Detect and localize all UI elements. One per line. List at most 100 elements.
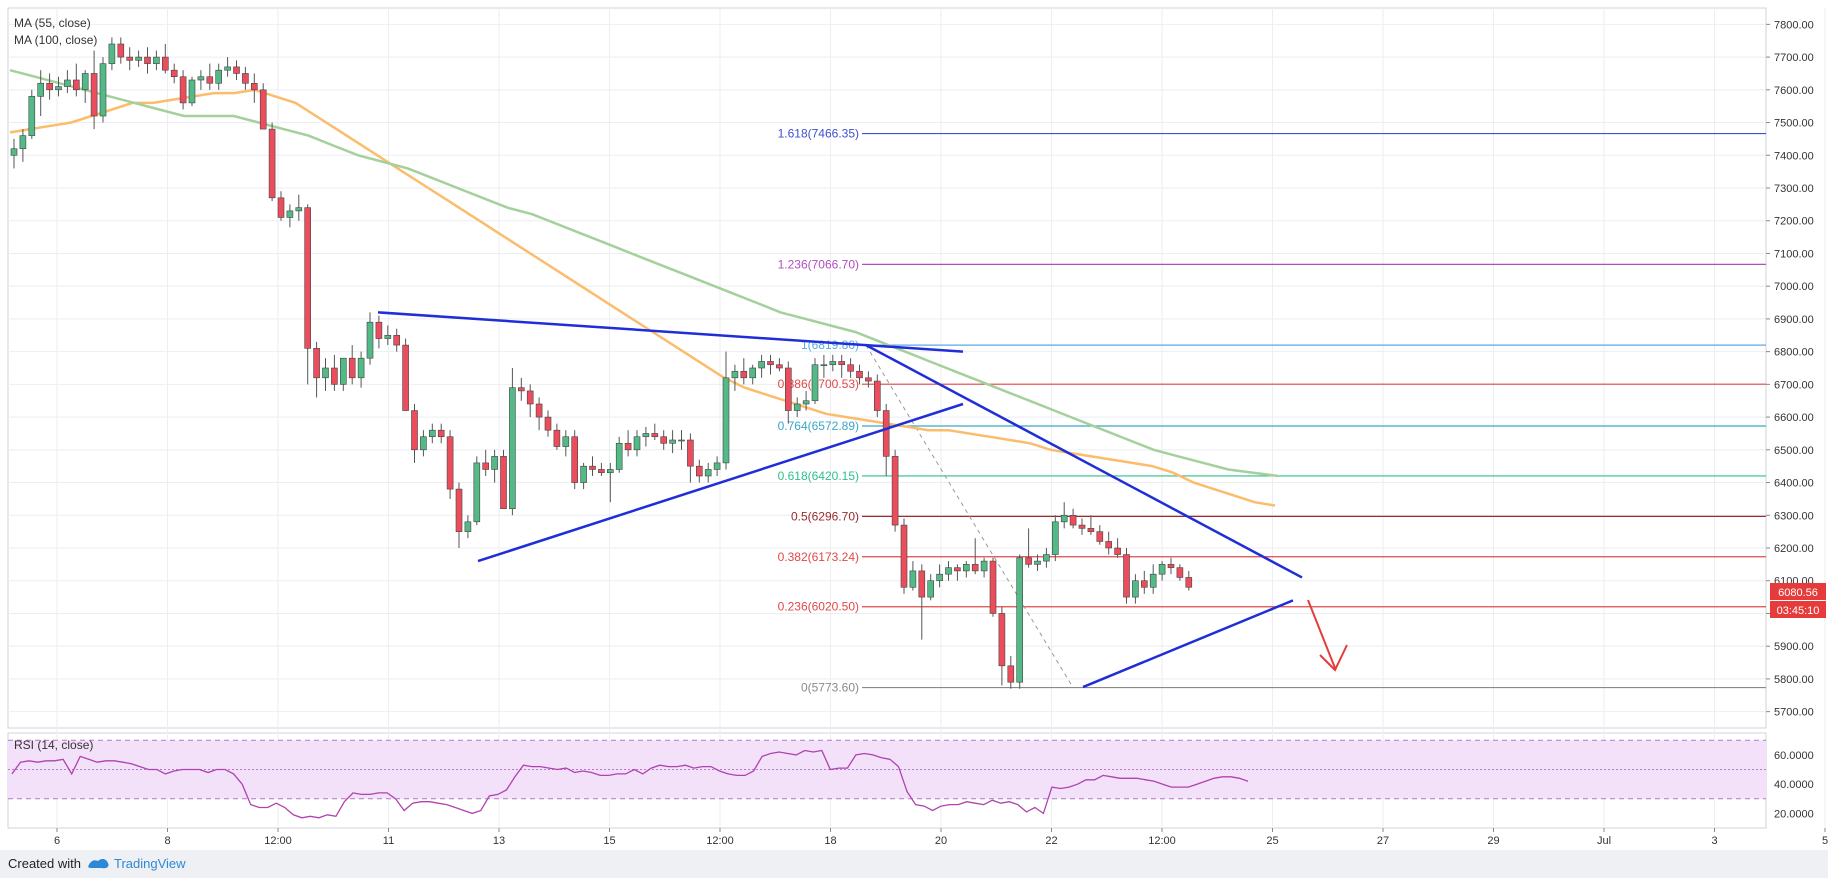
candle-body xyxy=(793,403,801,411)
time-tick-label: 22 xyxy=(1045,835,1057,847)
candle-body xyxy=(954,567,961,572)
candle-body xyxy=(553,429,561,447)
fib-level-label: 0.764(6572.89) xyxy=(778,419,859,433)
candle-body xyxy=(740,370,748,379)
candle-body xyxy=(1132,580,1139,598)
last-price-tag: 6080.56 03:45:10 xyxy=(1770,583,1826,618)
candle-body xyxy=(170,69,178,78)
candle-body xyxy=(304,207,312,349)
candle-body xyxy=(687,439,694,467)
candle-body xyxy=(313,348,320,379)
time-tick-label: 3 xyxy=(1711,835,1717,847)
candle-body xyxy=(882,410,890,457)
candle-body xyxy=(482,462,490,470)
candle-body xyxy=(206,76,214,84)
candle-body xyxy=(1052,521,1059,555)
candle-body xyxy=(1034,560,1041,565)
candle-body xyxy=(562,436,570,447)
candle-body xyxy=(473,462,481,523)
rsi-tick-label: 40.0000 xyxy=(1774,779,1814,791)
candle-body xyxy=(242,73,249,84)
candle-body xyxy=(1060,514,1068,523)
rsi-tick-label: 60.0000 xyxy=(1774,750,1814,762)
candlesticks xyxy=(10,37,1193,689)
candle-body xyxy=(767,361,774,366)
price-tick-label: 6200.00 xyxy=(1774,543,1814,555)
candle-body xyxy=(46,82,53,91)
time-tick-label: 25 xyxy=(1266,835,1278,847)
time-tick-label: 12:00 xyxy=(706,835,734,847)
candle-body xyxy=(704,469,712,477)
candle-body xyxy=(776,364,783,369)
rsi-band xyxy=(8,739,1766,800)
rsi-series-line xyxy=(11,749,1249,819)
price-chart[interactable]: 1.618(7466.35)1.236(7066.70)1(6819.80)0.… xyxy=(0,0,1828,850)
candle-body xyxy=(1025,557,1032,565)
candle-body xyxy=(108,43,116,64)
candle-body xyxy=(1087,528,1095,532)
candle-body xyxy=(393,334,401,346)
candle-body xyxy=(820,364,828,367)
candle-body xyxy=(678,439,685,442)
axes: 7800.00 7700.00 7600.00 7500.00 7400.00 7300.… xyxy=(54,19,1828,847)
time-tick-label: 15 xyxy=(603,835,615,847)
candle-body xyxy=(1105,541,1112,549)
fib-level-label: 1.236(7066.70) xyxy=(778,257,859,271)
candle-body xyxy=(526,390,534,405)
time-tick-label: 5 xyxy=(1822,835,1828,847)
candle-body xyxy=(411,410,418,451)
candle-body xyxy=(179,76,187,104)
candle-body xyxy=(660,436,668,444)
candle-body xyxy=(19,135,27,150)
price-tick-label: 6600.00 xyxy=(1774,412,1814,424)
fib-level-label: 0(5773.60) xyxy=(801,681,859,695)
candle-body xyxy=(749,367,757,379)
candle-body xyxy=(571,436,579,483)
candle-body xyxy=(847,364,854,372)
bearish-arrow-shaft xyxy=(1307,599,1336,669)
candle-body xyxy=(1185,577,1193,588)
candle-body xyxy=(544,416,552,431)
candle-body xyxy=(464,521,472,532)
grid xyxy=(7,7,1826,829)
price-tick-label: 7500.00 xyxy=(1774,118,1814,130)
candle-body xyxy=(455,488,463,532)
candle-body xyxy=(135,56,142,61)
fib-level-label: 0.618(6420.15) xyxy=(778,469,859,483)
price-tick-label: 6900.00 xyxy=(1774,314,1814,326)
candle-body xyxy=(731,370,739,379)
candle-body xyxy=(1123,554,1130,598)
price-tick-label: 5900.00 xyxy=(1774,641,1814,653)
rsi-tick-label: 20.0000 xyxy=(1774,808,1814,820)
candle-body xyxy=(233,66,240,74)
candle-body xyxy=(829,361,837,366)
time-tick-label: 18 xyxy=(824,835,836,847)
fib-level-label: 1.618(7466.35) xyxy=(778,127,859,141)
price-tick-label: 5700.00 xyxy=(1774,707,1814,719)
candle-body xyxy=(268,128,276,199)
candle-body xyxy=(491,456,498,470)
candle-body xyxy=(918,570,926,598)
countdown-bg xyxy=(1770,601,1826,618)
time-tick-label: 29 xyxy=(1487,835,1499,847)
candle-body xyxy=(784,367,792,411)
countdown-label: 03:45:10 xyxy=(1777,605,1820,617)
candle-body xyxy=(936,573,943,582)
candle-body xyxy=(10,148,18,156)
fib-level-label: 0.236(6020.50) xyxy=(778,600,859,614)
tradingview-link[interactable]: TradingView xyxy=(114,856,186,871)
legend-rsi: RSI (14, close) xyxy=(14,738,93,752)
candle-body xyxy=(375,321,383,339)
candle-body xyxy=(1149,573,1157,588)
time-tick-label: 27 xyxy=(1377,835,1389,847)
candle-body xyxy=(81,73,89,91)
candle-body xyxy=(945,567,952,575)
tradingview-logo-icon[interactable] xyxy=(86,855,110,871)
candle-body xyxy=(998,613,1006,667)
time-tick-label: 13 xyxy=(493,835,505,847)
price-tick-label: 7400.00 xyxy=(1774,150,1814,162)
candle-body xyxy=(259,89,267,130)
price-tick-label: 7200.00 xyxy=(1774,216,1814,228)
candle-body xyxy=(1141,580,1148,588)
